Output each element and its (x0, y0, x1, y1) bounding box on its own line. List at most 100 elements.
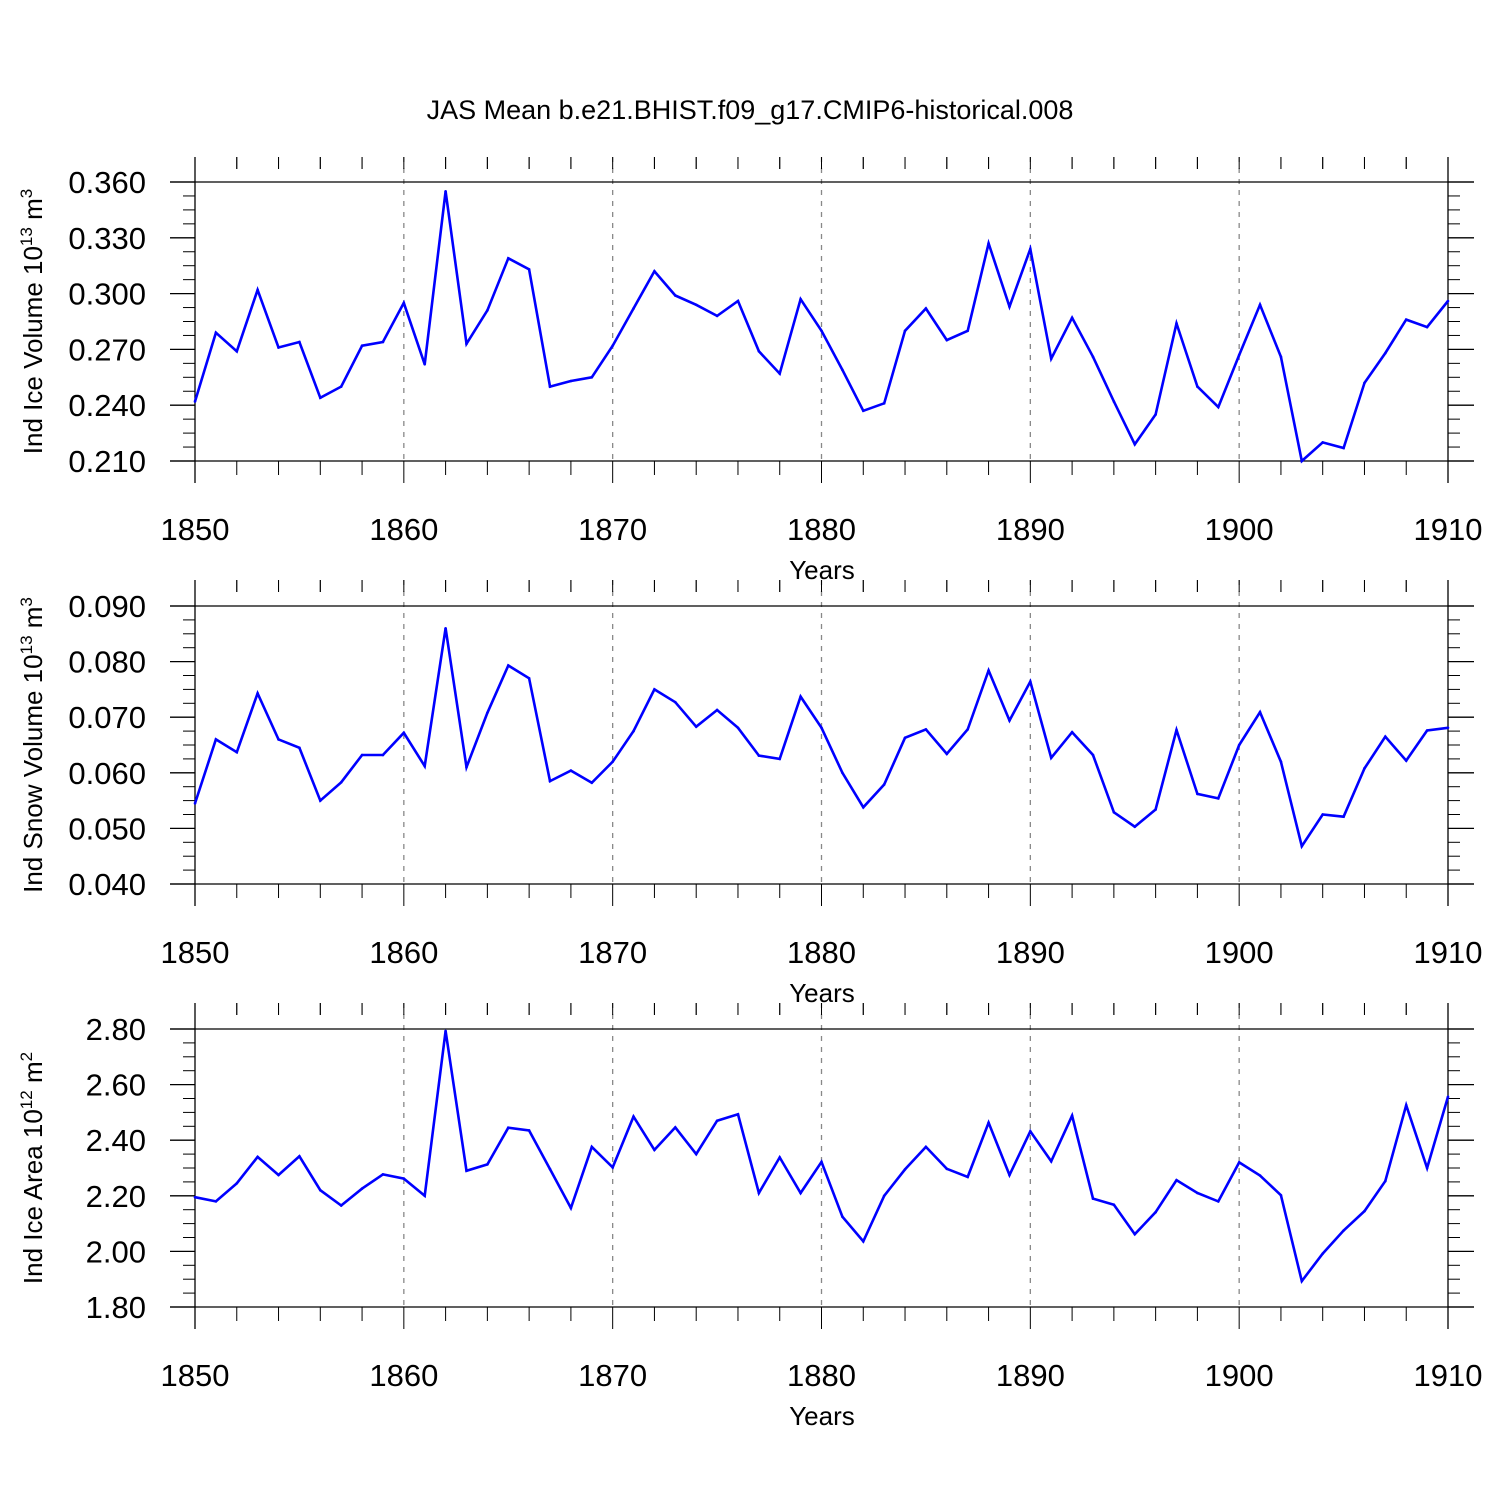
x-tick-label: 1880 (787, 935, 856, 970)
x-tick-label: 1880 (787, 1358, 856, 1393)
x-tick-label: 1900 (1205, 1358, 1274, 1393)
data-point (1133, 825, 1137, 829)
data-point (882, 1194, 886, 1198)
data-point (590, 376, 594, 379)
y-axis-label: Ind Ice Area 1012 m2 (17, 1052, 48, 1284)
x-tick-label: 1850 (161, 935, 230, 970)
x-tick-label: 1890 (996, 1358, 1065, 1393)
data-point (1154, 808, 1157, 811)
data-point (653, 688, 656, 691)
data-point (1196, 1191, 1199, 1195)
data-point (1029, 680, 1032, 683)
data-point (757, 754, 761, 757)
x-tick-label: 1860 (369, 935, 438, 970)
chart-panel-1: 0.210 0.240 0.270 0.300 0.330 0.360 1850 1860 18… (17, 157, 1482, 585)
data-point (694, 1152, 698, 1156)
x-axis-label: Years (789, 1401, 855, 1431)
data-point (882, 783, 886, 786)
x-tick-label: 1910 (1414, 512, 1483, 547)
data-point (674, 1126, 677, 1129)
y-tick-label: 0.360 (68, 165, 146, 200)
data-point (674, 700, 677, 704)
data-point (694, 725, 698, 728)
data-point (1404, 318, 1408, 321)
data-point (611, 1166, 614, 1169)
data-point (882, 402, 886, 405)
data-point (694, 303, 698, 307)
data-point (1216, 1200, 1220, 1203)
data-point (1300, 1279, 1304, 1283)
data-point (757, 349, 761, 353)
data-point (1279, 1193, 1283, 1197)
x-tick-label: 1900 (1205, 935, 1274, 970)
y-axis-label: Ind Snow Volume 1013 m3 (17, 597, 48, 893)
x-tick-label: 1850 (161, 1358, 230, 1393)
data-point (590, 1145, 594, 1149)
x-tick-label: 1890 (996, 935, 1065, 970)
data-point (1384, 1179, 1387, 1183)
data-point (1363, 1209, 1366, 1213)
data-point (653, 1148, 656, 1152)
data-point (1258, 1174, 1262, 1177)
data-point (1425, 1166, 1429, 1170)
data-point (298, 340, 301, 344)
data-point (548, 779, 552, 783)
data-point (256, 1155, 259, 1159)
data-point (1404, 1103, 1408, 1107)
data-point (1029, 1130, 1032, 1133)
data-point (966, 1175, 969, 1179)
data-point (506, 1126, 510, 1129)
data-point (945, 752, 949, 756)
data-point (1384, 351, 1387, 355)
y-tick-label: 2.00 (86, 1234, 146, 1269)
data-point (611, 760, 614, 763)
data-point (1342, 815, 1345, 819)
data-point (235, 349, 239, 353)
data-point (778, 757, 782, 761)
data-point (1070, 730, 1074, 734)
data-point (1196, 792, 1199, 796)
data-point (632, 1115, 635, 1118)
data-point (736, 726, 740, 730)
data-point (799, 297, 802, 301)
y-tick-label: 0.240 (68, 388, 146, 423)
data-point (674, 294, 677, 297)
data-point (1070, 1114, 1074, 1118)
data-point (1049, 756, 1053, 760)
data-point (1342, 1229, 1345, 1232)
data-point (1237, 1161, 1241, 1164)
data-point (444, 190, 447, 193)
data-point (1216, 797, 1220, 800)
data-point (1321, 441, 1324, 444)
data-point (1008, 719, 1011, 722)
data-point (1258, 710, 1262, 714)
data-point (193, 400, 197, 403)
data-point (319, 799, 322, 802)
data-point (1237, 353, 1241, 357)
data-point (924, 307, 928, 310)
data-point (235, 750, 239, 754)
data-point (548, 1167, 552, 1171)
data-point (1321, 813, 1324, 816)
x-tick-label: 1870 (578, 935, 647, 970)
data-point (945, 1167, 949, 1171)
x-tick-label: 1870 (578, 1358, 647, 1393)
chart-title: JAS Mean b.e21.BHIST.f09_g17.CMIP6-histo… (427, 95, 1074, 125)
x-tick-label: 1880 (787, 512, 856, 547)
data-point (1091, 753, 1095, 757)
y-axis-label: Ind Ice Volume 1013 m3 (17, 189, 48, 454)
data-point (381, 753, 385, 757)
chart-panel-2: 0.040 0.050 0.060 0.070 0.080 0.090 1850 1860 18… (17, 580, 1482, 1008)
data-point (987, 242, 990, 245)
x-tick-label: 1860 (369, 512, 438, 547)
data-point (841, 771, 844, 775)
x-tick-label: 1860 (369, 1358, 438, 1393)
data-point (319, 396, 322, 400)
data-point (339, 1204, 343, 1207)
data-point (277, 346, 280, 349)
data-point (757, 1191, 761, 1195)
data-point (861, 409, 865, 413)
data-point (1029, 247, 1032, 251)
data-point (465, 765, 468, 769)
data-point (423, 764, 427, 768)
